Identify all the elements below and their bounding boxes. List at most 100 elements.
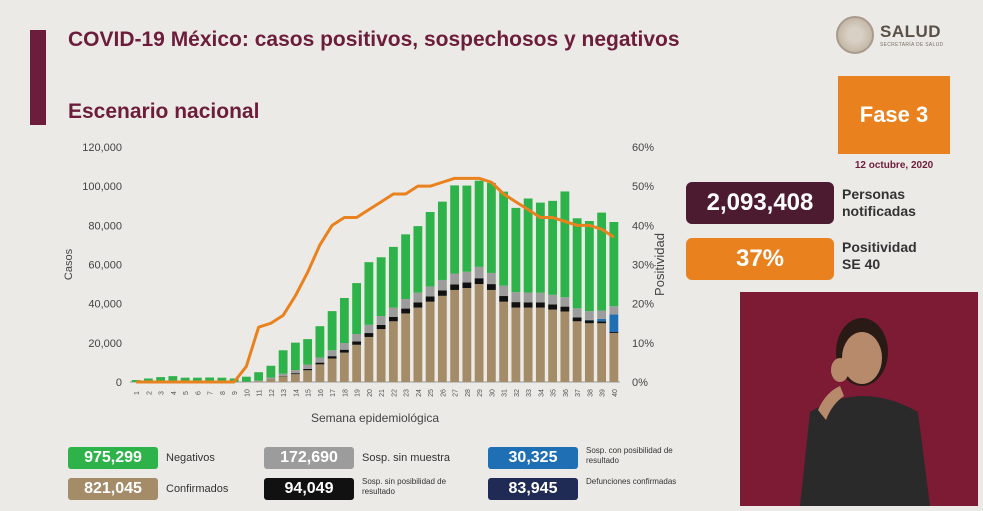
bar-segment (499, 296, 509, 302)
bar-segment (560, 306, 570, 312)
x-tick-label: 12 (269, 389, 276, 397)
positivity-label-line2: SE 40 (842, 256, 881, 272)
bar-segment (401, 313, 411, 382)
bar-segment (437, 201, 447, 280)
x-tick-label: 19 (355, 389, 362, 397)
y-tick-label: 100,000 (82, 181, 122, 193)
bar-segment (609, 314, 619, 333)
bar-segment (278, 376, 288, 382)
bar-segment (474, 180, 484, 267)
page-subtitle: Escenario nacional (68, 100, 260, 123)
bar-segment (376, 316, 386, 325)
bar-segment (523, 307, 533, 382)
bar-segment (597, 321, 607, 324)
bar-segment (535, 202, 545, 293)
bar-segment (572, 308, 582, 318)
x-tick-label: 28 (465, 389, 472, 397)
x-tick-label: 38 (587, 389, 594, 397)
bar-segment (609, 333, 619, 382)
x-tick-label: 8 (220, 391, 227, 395)
bar-segment (327, 358, 337, 382)
legend-con-posibilidad-label: Sosp. con posibilidad de resultado (586, 446, 673, 465)
legend-sin-muestra-label: Sosp. sin muestra (362, 452, 451, 464)
x-tick-label: 23 (404, 389, 411, 397)
x-tick-label: 31 (502, 389, 509, 397)
bar-segment (266, 379, 276, 382)
bar-segment (352, 341, 362, 345)
bar-segment (486, 182, 496, 273)
y-tick-label: 60,000 (88, 260, 122, 272)
bar-segment (584, 320, 594, 324)
y2-tick-label: 30% (632, 260, 654, 272)
bar-segment (401, 298, 411, 309)
bar-segment (413, 226, 423, 293)
bar-segment (290, 342, 300, 371)
y2-tick-label: 0% (632, 377, 648, 389)
bar-segment (597, 318, 607, 322)
bar-segment (462, 282, 472, 288)
bar-segment (143, 378, 153, 382)
sign-language-interpreter (740, 292, 978, 506)
x-tick-label: 13 (281, 389, 288, 397)
positivity-value: 37% (686, 238, 834, 280)
bar-segment (315, 326, 325, 358)
bar-segment (376, 329, 386, 382)
report-date: 12 octubre, 2020 (854, 160, 934, 171)
bar-segment (254, 380, 264, 382)
y2-tick-label: 10% (632, 338, 654, 350)
bar-segment (425, 296, 435, 302)
bar-segment (499, 301, 509, 382)
bar-segment (303, 368, 313, 371)
x-tick-label: 11 (257, 389, 264, 396)
bar-segment (535, 292, 545, 303)
x-tick-label: 35 (551, 389, 558, 397)
bar-segment (352, 283, 362, 335)
positivity-label-line1: Positividad (842, 239, 917, 255)
bar-segment (413, 292, 423, 303)
bar-segment (499, 191, 509, 286)
bar-segment (597, 212, 607, 311)
legend-confirmados-value: 821,045 (68, 478, 158, 500)
bar-segment (425, 301, 435, 382)
y2-tick-label: 50% (632, 181, 654, 193)
bar-segment (327, 356, 337, 359)
bar-segment (425, 286, 435, 297)
bar-segment (303, 370, 313, 382)
x-tick-label: 37 (575, 389, 582, 397)
y2-axis-label: Positividad (652, 233, 667, 296)
bar-segment (523, 292, 533, 303)
x-tick-label: 2 (146, 391, 153, 395)
accent-bar (30, 30, 46, 125)
bar-segment (499, 285, 509, 297)
x-tick-label: 29 (477, 389, 484, 397)
bar-segment (303, 339, 313, 365)
x-tick-label: 39 (600, 389, 607, 397)
bar-segment (339, 352, 349, 382)
logo-sub-text: SECRETARÍA DE SALUD (880, 42, 944, 48)
bar-segment (609, 332, 619, 334)
bar-segment (462, 271, 472, 283)
bar-segment (560, 191, 570, 298)
bar-segment (462, 185, 472, 272)
x-tick-label: 32 (514, 389, 521, 397)
bar-segment (437, 295, 447, 382)
bar-segment (548, 294, 558, 305)
bar-segment (560, 297, 570, 307)
bar-segment (327, 350, 337, 357)
x-tick-label: 14 (293, 389, 300, 397)
bar-segment (486, 272, 496, 285)
bar-segment (535, 302, 545, 308)
x-tick-label: 22 (391, 389, 398, 397)
bar-segment (364, 333, 374, 337)
bar-segment (560, 311, 570, 382)
x-tick-label: 10 (244, 389, 251, 397)
bar-segment (548, 200, 558, 295)
bar-segment (572, 317, 582, 322)
x-tick-label: 40 (612, 389, 619, 397)
x-axis-label: Semana epidemiológica (311, 411, 439, 425)
bar-segment (339, 349, 349, 353)
bar-segment (217, 377, 227, 382)
bar-segment (437, 279, 447, 291)
x-tick-label: 21 (379, 389, 386, 397)
